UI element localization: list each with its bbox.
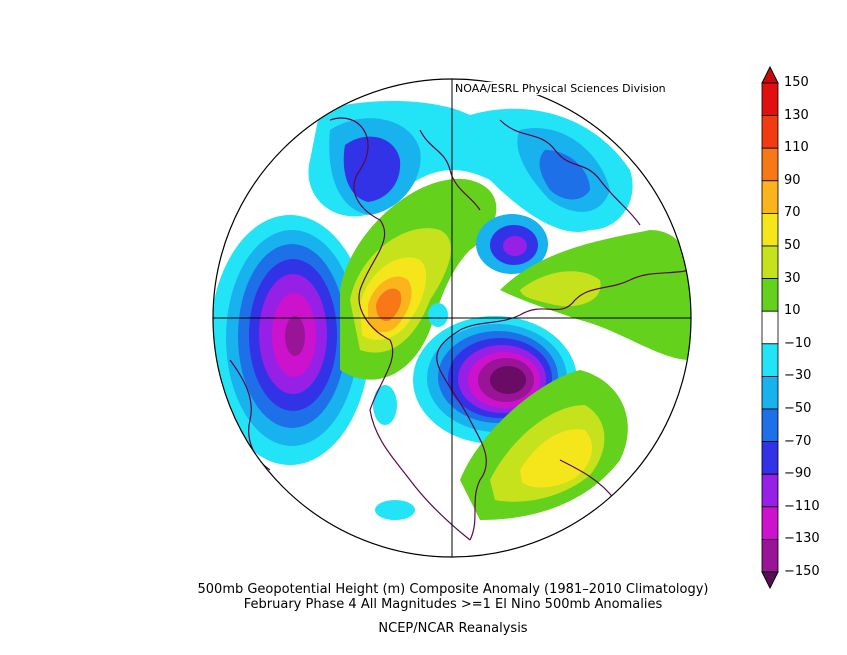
colorbar-bin	[761, 147, 779, 182]
colorbar-over-triangle	[761, 65, 779, 84]
colorbar-tick-label: −30	[784, 368, 812, 384]
colorbar-bin	[761, 473, 779, 508]
colorbar-tick-label: −10	[784, 335, 812, 351]
colorbar-tick-label: 30	[784, 270, 801, 286]
colorbar-tick-label: 90	[784, 172, 801, 188]
colorbar-bin	[761, 408, 779, 442]
colorbar-tick-label: 50	[784, 238, 801, 253]
colorbar-tick-label: 150	[784, 75, 809, 90]
colorbar-bin	[761, 82, 779, 116]
colorbar-bin	[761, 506, 779, 540]
colorbar-bin	[761, 441, 779, 475]
eurasia-ridge	[500, 230, 691, 360]
colorbar-bin	[761, 278, 779, 312]
colorbar-bin	[761, 115, 779, 149]
colorbar-tick-label: 130	[784, 107, 809, 123]
colorbar-bin	[761, 245, 779, 279]
colorbar-bin	[761, 539, 779, 573]
colorbar-tick-label: −130	[784, 531, 820, 547]
anomaly-field	[213, 79, 691, 557]
pacific-low	[213, 215, 370, 465]
caption-line-1: 500mb Geopotential Height (m) Composite …	[197, 582, 709, 597]
colorbar-tick-label: 10	[784, 303, 801, 319]
caption-line-2: February Phase 4 All Magnitudes >=1 El N…	[243, 597, 663, 612]
colorbar-bin	[761, 212, 779, 247]
map-boundary	[212, 78, 692, 558]
atlantic-ridge	[460, 370, 628, 520]
colorbar-tick-label: −90	[784, 466, 812, 482]
colorbar-tick-label: −50	[784, 401, 812, 416]
caption-line-3: NCEP/NCAR Reanalysis	[378, 621, 528, 636]
colorbar	[761, 65, 779, 590]
colorbar-tick-label: −70	[784, 433, 812, 449]
north-negative	[308, 100, 633, 274]
colorbar-under-triangle	[761, 571, 779, 590]
colorbar-bin	[761, 310, 779, 345]
coastlines	[229, 117, 691, 541]
colorbar-bin	[761, 180, 779, 214]
colorbar-tick-label: −150	[784, 564, 820, 579]
colorbar-tick-label: −110	[784, 498, 820, 514]
colorbar-tick-label: 110	[784, 140, 809, 156]
colorbar-tick-label: 70	[784, 205, 801, 221]
colorbar-bin	[761, 343, 779, 377]
credit-label: NOAA/ESRL Physical Sciences Division	[453, 82, 668, 95]
colorbar-bin	[761, 375, 779, 410]
